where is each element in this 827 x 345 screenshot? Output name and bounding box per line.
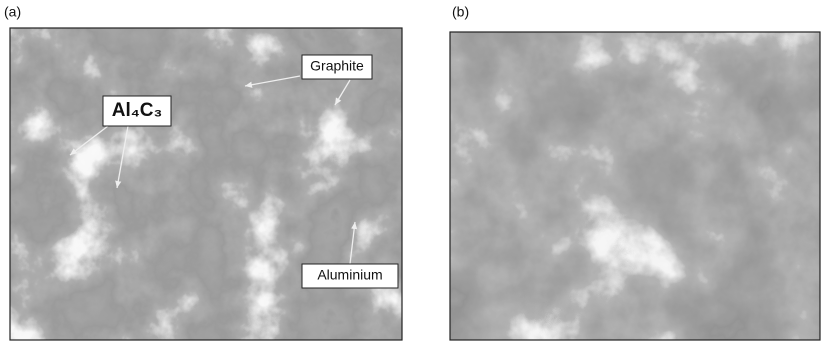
page: (a) Graphite Al₄C₃ Aluminium (b) (() => … — [0, 0, 827, 345]
panel-label: (a) — [4, 4, 21, 20]
annotation: Graphite — [310, 58, 364, 74]
panel-label: (b) — [452, 4, 469, 20]
micrograph — [450, 32, 820, 340]
figure: (a) Graphite Al₄C₃ Aluminium (b) — [0, 0, 827, 345]
annotation: Aluminium — [317, 267, 382, 283]
annotation: Al₄C₃ — [112, 100, 163, 121]
